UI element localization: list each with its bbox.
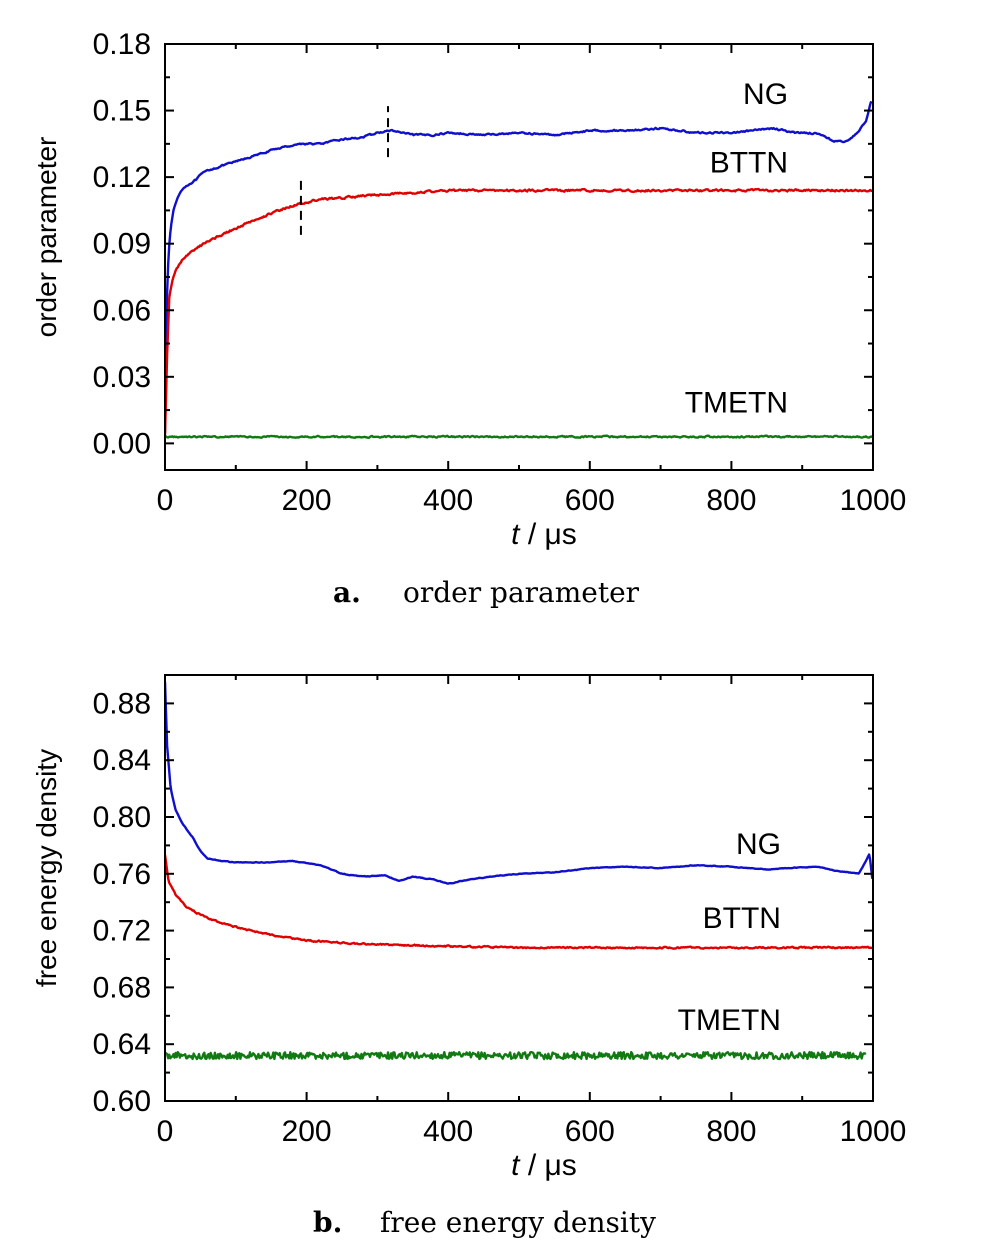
panel-a-y-tick-label: 0.12 — [93, 161, 151, 194]
panel-a-y-tick-label: 0.18 — [93, 28, 151, 61]
panel-b-series-line-ng — [165, 681, 873, 885]
panel-a-y-tick-label: 0.15 — [93, 95, 151, 128]
panel-a-caption-text: order parameter — [403, 576, 640, 609]
panel-a-series-line-tmetn — [165, 434, 873, 439]
panel-b-series-group — [165, 681, 873, 1061]
panel-a-x-tick-label: 400 — [423, 484, 473, 517]
panel-b-plot-frame — [164, 674, 874, 1102]
panel-b-y-tick-label: 0.60 — [93, 1085, 151, 1118]
panel-b-x-axis-title: t / μs — [511, 1149, 577, 1182]
panel-b-y-tick-label: 0.64 — [93, 1028, 151, 1061]
panel-a-y-tick-label: 0.09 — [93, 228, 151, 261]
panel-a-series-label-ng: NG — [743, 78, 788, 111]
panel-a-x-tick-label: 0 — [157, 484, 174, 517]
panel-b-y-tick-label: 0.76 — [93, 858, 151, 891]
panel-b-series-line-bttn — [165, 854, 873, 950]
panel-b-y-tick-label: 0.68 — [93, 971, 151, 1004]
panel-b-chart: 0 200 400 600 800 1000 0.60 0.64 0.68 0.72 0.76 0.8… — [31, 674, 907, 1239]
panel-b-series-label-bttn: BTTN — [703, 902, 781, 935]
panel-a-x-tick-label: 200 — [282, 484, 332, 517]
panel-b-series-line-tmetn — [165, 1050, 867, 1061]
panel-a-y-tick-label: 0.03 — [93, 361, 151, 394]
panel-b-x-tick-label: 0 — [157, 1115, 174, 1148]
panel-b-x-tick-label: 400 — [423, 1115, 473, 1148]
panel-b-y-tick-label: 0.88 — [93, 687, 151, 720]
panel-b-y-tick-label: 0.72 — [93, 915, 151, 948]
panel-a-caption-letter: a. — [333, 576, 361, 609]
panel-b-caption-text: free energy density — [380, 1206, 656, 1239]
panel-a-x-tick-label: 800 — [706, 484, 756, 517]
panel-b-y-tick-label: 0.84 — [93, 744, 151, 777]
panel-b-y-axis-title: free energy density — [31, 749, 62, 987]
panel-b-x-tick-label: 600 — [565, 1115, 615, 1148]
panel-a-x-axis-title: t / μs — [511, 518, 577, 551]
panel-a-chart: 0 200 400 600 800 1000 0.00 0.03 0.06 0.09 0.12 0.1… — [31, 28, 906, 609]
panel-a-series-group — [165, 100, 873, 439]
panel-a-series-line-ng — [165, 100, 873, 433]
panel-b-x-tick-label: 1000 — [840, 1115, 907, 1148]
panel-a-series-line-bttn — [165, 187, 873, 436]
panel-b-x-tick-label: 200 — [282, 1115, 332, 1148]
panel-a-series-label-tmetn: TMETN — [685, 386, 788, 419]
panel-a-y-tick-label: 0.00 — [93, 427, 151, 460]
panel-a-x-tick-label: 1000 — [840, 484, 907, 517]
panel-a-series-label-bttn: BTTN — [710, 147, 788, 180]
panel-a-x-tick-label: 600 — [565, 484, 615, 517]
panel-b-x-tick-label: 800 — [706, 1115, 756, 1148]
panel-b-series-label-tmetn: TMETN — [678, 1004, 781, 1037]
panel-a-y-axis-title: order parameter — [31, 137, 62, 338]
panel-a-y-tick-label: 0.06 — [93, 294, 151, 327]
panel-b-y-tick-label: 0.80 — [93, 801, 151, 834]
panel-b-caption-letter: b. — [313, 1206, 342, 1239]
panel-b-series-label-ng: NG — [736, 828, 781, 861]
